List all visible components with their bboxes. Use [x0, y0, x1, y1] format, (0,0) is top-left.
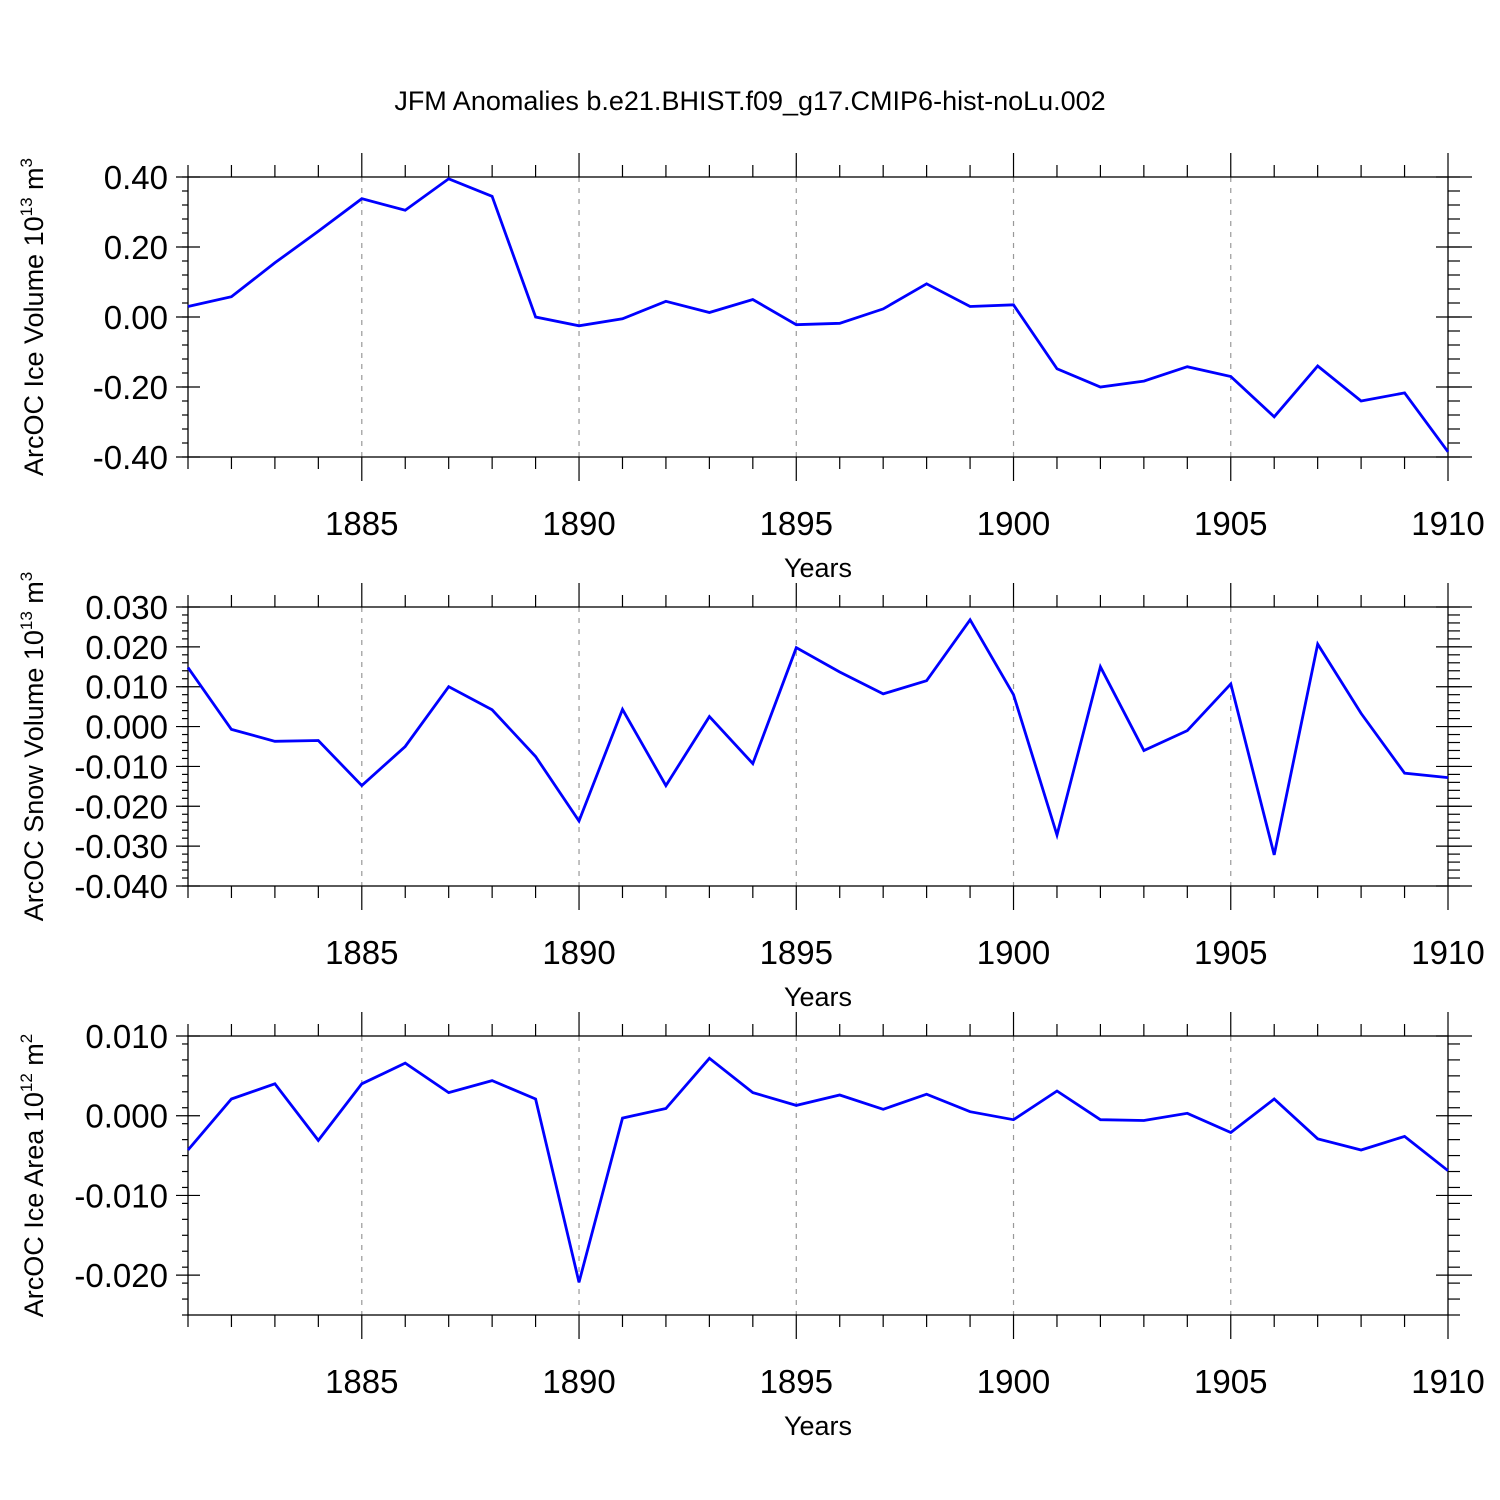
y-tick-label: -0.40 [93, 439, 168, 476]
x-tick-label: 1905 [1194, 505, 1267, 542]
x-tick-label: 1900 [977, 505, 1050, 542]
y-axis-label: ArcOC Ice Area 1012 m2 [17, 1034, 49, 1318]
y-tick-label: -0.010 [74, 748, 168, 785]
plot-frame [187, 1035, 1449, 1316]
y-tick-label: 0.00 [104, 299, 168, 336]
y-tick-label: -0.040 [74, 868, 168, 905]
y-tick-label: -0.030 [74, 828, 168, 865]
y-tick-label: 0.20 [104, 229, 168, 266]
x-tick-label: 1895 [760, 505, 833, 542]
y-tick-label: 0.030 [85, 589, 168, 626]
x-tick-label: 1900 [977, 934, 1050, 971]
x-tick-label: 1905 [1194, 934, 1267, 971]
plot-frame [187, 606, 1449, 887]
panels: 1885 1890 1895 1900 1905 1910 0.40 0.20 0.00 -0.2… [17, 153, 1485, 1441]
y-tick-label: -0.20 [93, 369, 168, 406]
y-tick-label: -0.010 [74, 1177, 168, 1214]
series-line [187, 177, 1450, 453]
figure-title: JFM Anomalies b.e21.BHIST.f09_g17.CMIP6-… [394, 86, 1105, 116]
x-tick-label: 1885 [325, 934, 398, 971]
plot-frame [187, 176, 1449, 458]
x-tick-label: 1895 [760, 1363, 833, 1400]
y-tick-label: 0.010 [85, 669, 168, 706]
x-tick-label: 1900 [977, 1363, 1050, 1400]
y-tick-label: 0.000 [85, 1098, 168, 1135]
x-tick-label: 1885 [325, 1363, 398, 1400]
series-line [186, 1056, 1449, 1283]
y-axis-label: ArcOC Snow Volume 1013 m3 [17, 572, 49, 922]
x-axis-label: Years [784, 1411, 852, 1441]
y-tick-label: 0.000 [85, 709, 168, 746]
y-tick-label: 0.010 [85, 1018, 168, 1055]
x-tick-label: 1885 [325, 505, 398, 542]
x-tick-label: 1910 [1411, 934, 1484, 971]
y-axis-label: ArcOC Ice Volume 1013 m3 [17, 158, 49, 476]
x-axis-label: Years [784, 982, 852, 1012]
y-tick-label: -0.020 [74, 788, 168, 825]
x-tick-label: 1890 [542, 1363, 615, 1400]
x-tick-label: 1895 [760, 934, 833, 971]
panel-2: 1885 1890 1895 1900 1905 1910 0.0300.0200.0100… [17, 572, 1485, 1012]
x-tick-label: 1910 [1411, 505, 1484, 542]
x-tick-label: 1910 [1411, 1363, 1484, 1400]
x-tick-label: 1905 [1194, 1363, 1267, 1400]
y-tick-label: 0.020 [85, 629, 168, 666]
y-tick-label: -0.020 [74, 1257, 168, 1294]
panel-1: 1885 1890 1895 1900 1905 1910 0.40 0.20 0.00 -0.2… [17, 153, 1485, 583]
x-tick-label: 1890 [542, 505, 615, 542]
series-line [186, 617, 1449, 856]
panel-3: 1885 1890 1895 1900 1905 1910 0.010 0.000 -0.010… [17, 1012, 1485, 1441]
x-axis-label: Years [784, 553, 852, 583]
y-tick-label: 0.40 [104, 159, 168, 196]
x-tick-label: 1890 [542, 934, 615, 971]
